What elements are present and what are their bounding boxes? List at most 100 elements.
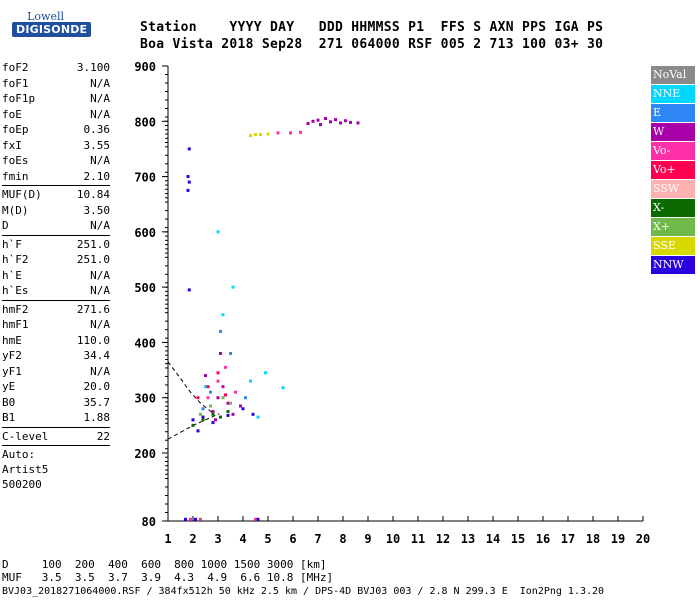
legend-entry: X- [651,199,695,217]
data-point [194,517,197,521]
y-tick-label: 700 [134,171,156,185]
param-row: fxI 3.55 [2,138,110,154]
param-row: hmF1 N/A [2,317,110,333]
x-tick-label: 5 [264,532,271,546]
data-point [211,412,215,416]
legend-entry: X+ [651,218,695,236]
x-tick-label: 3 [214,532,221,546]
param-name: h`Es [2,284,29,297]
data-point [316,118,320,122]
data-point [234,390,237,394]
data-point [356,121,360,125]
param-row: M(D) 3.50 [2,203,110,219]
param-name: fmin [2,169,29,183]
param-name: MUF(D) [2,188,42,201]
trace-line-x-trace [167,361,214,414]
data-point [206,385,210,389]
data-point [216,371,220,375]
param-row: hmF2 271.6 [2,302,110,318]
param-name: hmF1 [2,318,29,331]
data-point [204,374,207,378]
param-row: yF2 34.4 [2,348,110,364]
param-row: MUF(D) 10.84 [2,187,110,203]
param-name: h`F [2,237,22,251]
param-name: hmE [2,333,22,347]
param-row: yE 20.0 [2,379,110,395]
x-tick-label: 2 [189,532,196,546]
data-point [241,407,245,411]
y-tick-label: 600 [134,226,156,240]
data-point [186,188,190,192]
legend-entry: NoVal [651,66,695,84]
param-row: foEs N/A [2,153,110,169]
param-value: 34.4 [83,349,111,362]
data-point [339,121,342,125]
param-value: 3.50 [83,203,111,217]
data-point [184,517,187,521]
data-point [199,517,202,521]
param-value: 251.0 [76,253,110,266]
data-point [211,410,215,414]
param-separator [2,426,110,428]
data-point [187,147,191,151]
digisonde-logo: Lowell DIGISONDE [2,10,92,42]
param-row: fmin 2.10 [2,169,110,185]
legend-entry: Vo+ [651,161,695,179]
data-point [186,175,190,179]
param-value: 271.6 [76,302,110,316]
param-name: D [2,219,9,232]
data-point [334,118,337,122]
y-tick-label: 400 [134,336,156,350]
autoscale-info-line: Auto: [2,448,36,461]
param-name: hmF2 [2,302,29,316]
data-point [216,379,220,383]
data-point [224,393,227,397]
data-point [204,385,207,389]
param-name: B1 [2,411,16,424]
data-point [187,288,191,292]
x-tick-label: 7 [314,532,321,546]
param-value: N/A [90,76,110,90]
param-value: 251.0 [76,237,110,251]
x-tick-label: 16 [536,532,550,546]
param-name: foF1p [2,92,36,105]
x-tick-label: 13 [461,532,475,546]
param-row: foE N/A [2,107,110,123]
param-name: yF2 [2,349,22,362]
param-value: 2.10 [83,169,111,183]
data-point [189,517,192,521]
x-tick-label: 12 [436,532,450,546]
data-point [249,134,252,138]
param-name: h`F2 [2,253,29,266]
param-row: foEp 0.36 [2,122,110,138]
trace-line-o-trace [167,413,220,440]
data-point [206,396,210,400]
header-labels: Station YYYY DAY DDD HHMMSS P1 FFS S AXN… [140,20,604,35]
data-point [226,410,230,414]
muf-row: MUF 3.5 3.5 3.7 3.9 4.3 4.9 6.6 10.8 [MH… [2,571,334,584]
data-point [219,415,222,419]
data-point [349,120,352,124]
data-point [254,133,257,137]
param-row: D N/A [2,218,110,234]
param-name: yE [2,380,16,393]
param-value: 110.0 [76,333,110,347]
param-separator [2,234,110,236]
param-name: foEp [2,123,29,136]
param-row: yF1 N/A [2,364,110,380]
logo-digisonde: DIGISONDE [12,22,92,37]
data-point [191,418,195,422]
param-value: N/A [90,92,110,105]
param-value: N/A [90,284,110,297]
legend-entry: NNW [651,256,695,274]
data-point [256,517,260,521]
autoscale-info-line: 500200 [2,478,42,491]
legend-entry: SSE [651,237,695,255]
header-values: Boa Vista 2018 Sep28 271 064000 RSF 005 … [140,37,604,52]
param-value: 22 [96,429,110,443]
x-tick-label: 14 [486,532,500,546]
data-point [209,390,212,394]
x-tick-label: 8 [339,532,346,546]
x-tick-label: 10 [386,532,400,546]
